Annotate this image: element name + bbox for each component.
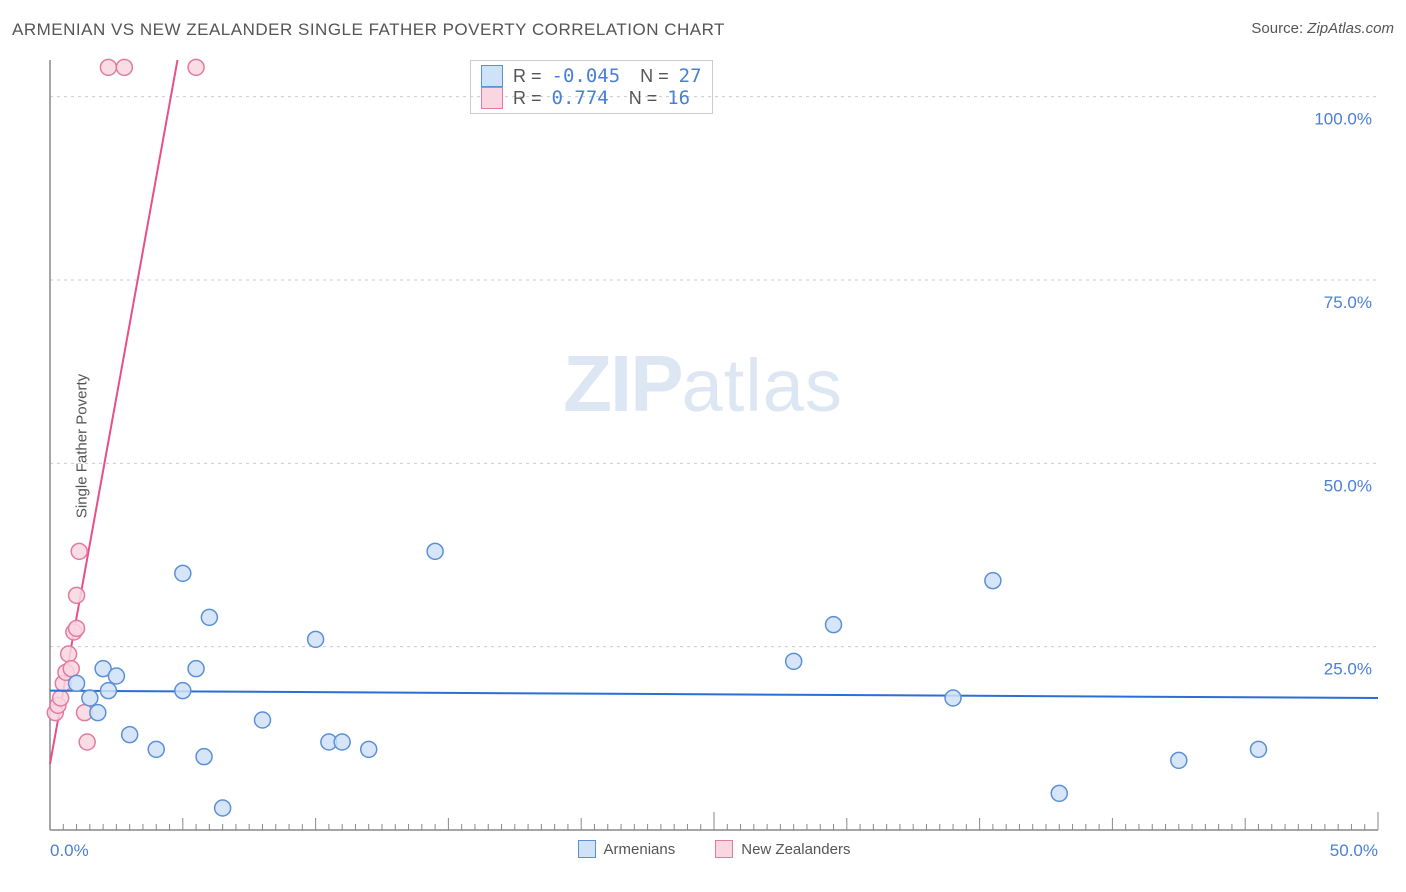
data-point [786,653,802,669]
source-attribution: Source: ZipAtlas.com [1251,20,1394,40]
data-point [1171,752,1187,768]
data-point [1250,741,1266,757]
data-point [148,741,164,757]
data-point [1051,785,1067,801]
data-point [69,620,85,636]
n-label: N = [629,88,658,109]
data-point [254,712,270,728]
legend-item: Armenians [578,840,676,858]
data-point [63,661,79,677]
scatter-plot: 25.0%50.0%75.0%100.0%0.0%50.0% [50,60,1378,830]
data-point [82,690,98,706]
chart-title: ARMENIAN VS NEW ZEALANDER SINGLE FATHER … [12,20,725,40]
legend-item: New Zealanders [715,840,850,858]
data-point [334,734,350,750]
r-label: R = [513,88,542,109]
data-point [53,690,69,706]
data-point [188,59,204,75]
source-value: ZipAtlas.com [1307,20,1394,37]
legend-label: New Zealanders [741,841,850,858]
r-value: 0.774 [552,87,609,109]
data-point [116,59,132,75]
data-point [215,800,231,816]
data-point [90,705,106,721]
legend-swatch [578,840,596,858]
data-point [188,661,204,677]
data-point [61,646,77,662]
trend-line [50,691,1378,698]
data-point [100,59,116,75]
series-legend: Armenians New Zealanders [50,840,1378,858]
data-point [175,565,191,581]
data-point [122,727,138,743]
data-point [361,741,377,757]
data-point [945,690,961,706]
data-point [100,683,116,699]
y-tick-label: 25.0% [1324,660,1372,679]
r-value: -0.045 [552,65,621,87]
data-point [175,683,191,699]
correlation-row: R = -0.045 N = 27 [481,65,702,87]
data-point [196,749,212,765]
n-value: 27 [679,65,702,87]
data-point [79,734,95,750]
source-label: Source: [1251,20,1303,37]
data-point [108,668,124,684]
data-point [985,573,1001,589]
correlation-legend: R =-0.045N =27R = 0.774N =16 [470,60,713,114]
n-value: 16 [667,87,690,109]
data-point [427,543,443,559]
correlation-swatch [481,65,503,87]
legend-label: Armenians [604,841,676,858]
data-point [826,617,842,633]
n-label: N = [640,66,669,87]
legend-swatch [715,840,733,858]
correlation-row: R = 0.774 N = 16 [481,87,702,109]
y-tick-label: 75.0% [1324,293,1372,312]
data-point [69,675,85,691]
data-point [71,543,87,559]
correlation-swatch [481,87,503,109]
r-label: R = [513,66,542,87]
data-point [201,609,217,625]
y-tick-label: 50.0% [1324,476,1372,495]
data-point [308,631,324,647]
data-point [69,587,85,603]
y-tick-label: 100.0% [1314,110,1372,129]
